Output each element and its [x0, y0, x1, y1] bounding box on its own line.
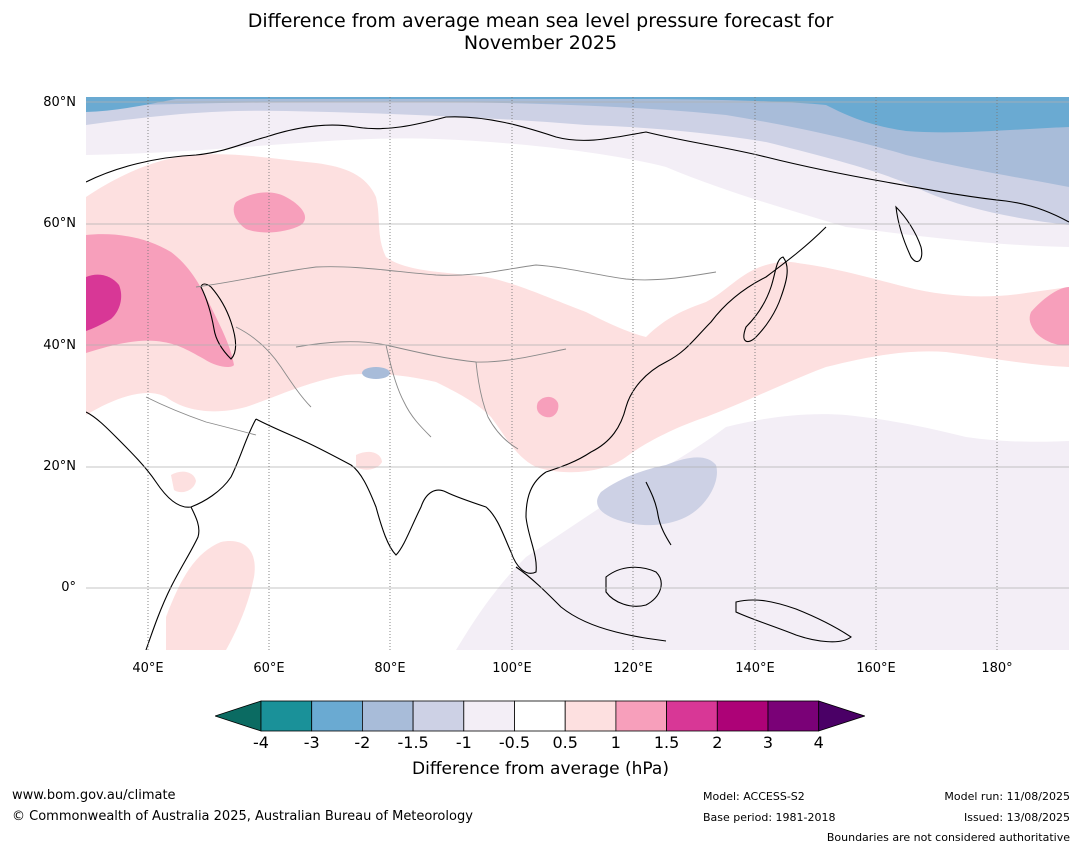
anomaly-region-japan-positive: [646, 261, 817, 369]
lon-label-100e: 100°E: [492, 661, 532, 676]
coastline-south-asia: [255, 418, 547, 574]
anomaly-region-arctic-blue: [86, 97, 1069, 133]
anomaly-region-east-africa-pink: [166, 541, 255, 650]
coastline-sumatra-java: [515, 566, 667, 642]
pressure-anomaly-map: [86, 97, 1069, 650]
colorbar-swatch: [615, 700, 667, 732]
coastline-new-guinea: [735, 599, 852, 643]
anomaly-region-tibet-blue: [362, 367, 390, 379]
lat-label-40n: 40°N: [43, 338, 76, 353]
colorbar-swatch: [564, 700, 617, 732]
colorbar: [215, 700, 865, 732]
colorbar-tick-label: -1.5: [397, 733, 429, 752]
map-title: Difference from average mean sea level p…: [0, 10, 1081, 54]
title-line-2: November 2025: [463, 32, 618, 54]
coastline-caspian: [200, 283, 237, 360]
colorbar-swatch: [666, 700, 718, 732]
coastline-borneo: [605, 566, 662, 607]
anomaly-region-eurasia-positive: [86, 154, 1069, 473]
colorbar-tick-label: 3: [762, 733, 774, 752]
colorbar-tick-label: 2: [712, 733, 723, 752]
colorbar-tick-label: -2: [354, 733, 371, 752]
coastline-philippines: [645, 481, 672, 546]
anomaly-region-urals-pink: [233, 192, 306, 233]
lon-label-40e: 40°E: [132, 661, 164, 676]
colorbar-tick-label: 0.5: [552, 733, 578, 752]
colorbar-tick-label: 1: [610, 733, 621, 752]
coastline-eurasia-east: [545, 226, 827, 473]
anomaly-region-caspian-pink: [86, 234, 234, 367]
colorbar-swatch: [767, 700, 820, 732]
anomaly-region-china-spot: [536, 396, 559, 418]
coastline-arabia-africa: [86, 411, 257, 508]
colorbar-swatch: [716, 700, 769, 732]
colorbar-tick-label: 1.5: [653, 733, 680, 752]
lat-label-20n: 20°N: [43, 459, 76, 474]
colorbar-tick-label: -4: [253, 733, 269, 752]
colorbar-swatch: [463, 700, 515, 732]
colorbar-tick-label: -1: [455, 733, 472, 752]
lon-label-80e: 80°E: [374, 661, 406, 676]
colorbar-tick-label: -3: [303, 733, 320, 752]
coastline-kamchatka: [895, 205, 923, 262]
coastline-east-africa: [145, 506, 200, 650]
anomaly-region-arabia-pink: [171, 471, 196, 493]
lon-label-180: 180°: [981, 661, 1013, 676]
lat-label-60n: 60°N: [43, 216, 76, 231]
colorbar-swatch: [514, 700, 566, 732]
colorbar-swatch: [311, 700, 363, 732]
colorbar-swatch: [361, 700, 414, 732]
lon-label-140e: 140°E: [735, 661, 775, 676]
anomaly-region-pacific-pink: [1029, 287, 1069, 346]
colorbar-swatch: [260, 700, 313, 732]
lon-label-120e: 120°E: [613, 661, 653, 676]
coastline-eurasia-north: [86, 116, 1069, 223]
website-link[interactable]: www.bom.gov.au/climate: [12, 788, 176, 803]
model-run-text: Model run: 11/08/2025: [944, 790, 1070, 803]
colorbar-extend-high: [818, 700, 865, 732]
anomaly-region-east-europe-magenta: [86, 274, 122, 331]
model-text: Model: ACCESS-S2: [703, 790, 805, 803]
coastlines: [86, 116, 1069, 650]
anomaly-region-west-pacific-lavender: [597, 457, 717, 526]
lat-label-80n: 80°N: [43, 95, 76, 110]
anomaly-region-west-pacific-light: [456, 414, 1069, 650]
anomaly-region-india-pink: [356, 451, 382, 470]
colorbar-swatch: [412, 700, 465, 732]
colorbar-tick-label: -0.5: [498, 733, 531, 752]
copyright-text: © Commonwealth of Australia 2025, Austra…: [12, 809, 473, 824]
gridlines: [86, 97, 1069, 650]
disclaimer-text: Boundaries are not considered authoritat…: [826, 831, 1070, 844]
colorbar-tick-label: 4: [813, 733, 824, 752]
title-line-1: Difference from average mean sea level p…: [247, 10, 834, 32]
coastline-japan: [743, 256, 788, 343]
lon-label-60e: 60°E: [253, 661, 285, 676]
base-period-text: Base period: 1981-2018: [703, 811, 836, 824]
issued-text: Issued: 13/08/2025: [963, 811, 1070, 824]
country-borders: [145, 264, 717, 450]
lat-label-0: 0°: [61, 580, 76, 595]
lon-label-160e: 160°E: [856, 661, 896, 676]
colorbar-extend-low: [215, 700, 262, 732]
colorbar-label: Difference from average (hPa): [412, 759, 669, 779]
anomaly-region-arctic-steel: [86, 97, 1069, 187]
